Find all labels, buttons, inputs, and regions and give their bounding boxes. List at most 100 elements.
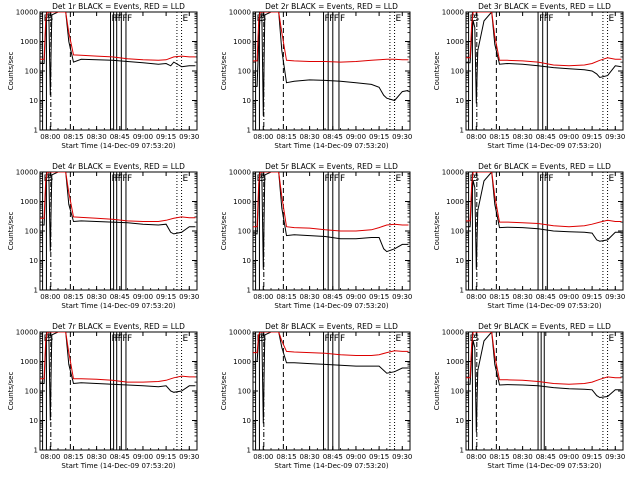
x-tick-label: 09:00 (346, 133, 366, 141)
x-axis-label: Start Time (14-Dec-09 07:53:20) (61, 142, 175, 150)
y-axis-label: Counts/sec (220, 372, 228, 411)
panel-title: Det 5r BLACK = Events, RED = LLD (265, 162, 398, 171)
x-tick-label: 09:00 (559, 133, 579, 141)
event-marker-label: F (122, 174, 127, 184)
y-tick-label: 10000 (442, 169, 464, 177)
event-marker-label: F (334, 334, 339, 344)
x-tick-label: 09:00 (346, 293, 366, 301)
x-tick-label: 09:30 (392, 293, 412, 301)
y-tick-label: 10000 (16, 9, 38, 17)
event-marker-label: F (329, 334, 334, 344)
panel-title: Det 8r BLACK = Events, RED = LLD (265, 322, 398, 331)
y-tick-label: 100 (25, 388, 38, 396)
lld-series-line (466, 172, 622, 228)
event-marker-label: E (396, 174, 402, 184)
x-tick-label: 08:00 (466, 453, 486, 461)
x-tick-label: 08:30 (513, 453, 533, 461)
x-tick-label: 09:30 (605, 453, 625, 461)
y-tick-label: 10000 (229, 9, 251, 17)
x-tick-label: 08:45 (536, 293, 556, 301)
panel-title: Det 1r BLACK = Events, RED = LLD (52, 2, 185, 11)
y-tick-label: 10 (455, 97, 464, 105)
y-tick-label: 100 (238, 388, 251, 396)
event-marker-label: E (183, 334, 189, 344)
y-tick-label: 1000 (233, 38, 251, 46)
x-tick-label: 08:00 (253, 293, 273, 301)
y-tick-label: 1 (247, 127, 251, 135)
x-tick-label: 08:15 (276, 293, 296, 301)
x-tick-label: 08:00 (466, 133, 486, 141)
x-tick-label: 08:00 (40, 133, 60, 141)
detector-panel: Det 9r BLACK = Events, RED = LLD 1 10 100 10… (433, 322, 625, 470)
event-marker-label: F (115, 174, 120, 184)
plot-frame (252, 171, 411, 291)
x-tick-label: 09:15 (369, 293, 389, 301)
y-tick-label: 100 (451, 388, 464, 396)
y-axis-label: Counts/sec (220, 212, 228, 251)
event-marker-label: E (183, 174, 189, 184)
event-marker-label: F (325, 14, 330, 24)
y-tick-label: 1000 (20, 38, 38, 46)
x-tick-label: 08:45 (323, 133, 343, 141)
y-axis-label: Counts/sec (7, 372, 15, 411)
plot-frame (252, 11, 411, 131)
event-marker-label: E (396, 14, 402, 24)
x-tick-label: 08:15 (63, 453, 83, 461)
event-marker-label: F (325, 174, 330, 184)
x-tick-label: 09:30 (605, 293, 625, 301)
plot-frame (465, 171, 624, 291)
event-marker-label: E (609, 174, 615, 184)
plot-frame (39, 171, 198, 291)
event-marker-label: F (325, 334, 330, 344)
detector-panel: Det 5r BLACK = Events, RED = LLD 1 10 100 10… (220, 162, 412, 310)
x-tick-label: 08:45 (536, 133, 556, 141)
x-tick-label: 09:00 (346, 453, 366, 461)
x-tick-label: 08:00 (40, 453, 60, 461)
y-tick-label: 10 (29, 417, 38, 425)
plot-frame (465, 11, 624, 131)
lld-series-line (40, 332, 196, 383)
event-marker-label: F (112, 14, 117, 24)
x-tick-label: 09:30 (179, 453, 199, 461)
x-tick-label: 09:15 (582, 453, 602, 461)
x-tick-label: 08:15 (276, 453, 296, 461)
event-marker-label: F (118, 14, 123, 24)
x-tick-label: 09:30 (605, 133, 625, 141)
y-tick-label: 10 (242, 257, 251, 265)
y-tick-label: 100 (25, 228, 38, 236)
y-tick-label: 10 (242, 417, 251, 425)
event-marker-label: F (127, 14, 132, 24)
events-series-line (40, 12, 196, 96)
lld-series-line (253, 12, 409, 63)
event-marker-label: F (340, 14, 345, 24)
panel-title: Det 2r BLACK = Events, RED = LLD (265, 2, 398, 11)
event-marker-label: F (340, 174, 345, 184)
y-axis-label: Counts/sec (220, 52, 228, 91)
y-tick-label: 10 (242, 97, 251, 105)
x-axis-label: Start Time (14-Dec-09 07:53:20) (61, 462, 175, 470)
x-tick-label: 09:00 (133, 293, 153, 301)
event-marker-label: F (115, 334, 120, 344)
x-axis-label: Start Time (14-Dec-09 07:53:20) (274, 302, 388, 310)
x-tick-label: 08:30 (300, 293, 320, 301)
x-tick-label: 08:45 (323, 293, 343, 301)
x-tick-label: 09:15 (156, 133, 176, 141)
x-tick-label: 09:30 (179, 293, 199, 301)
x-tick-label: 09:00 (559, 293, 579, 301)
x-tick-label: 09:30 (392, 453, 412, 461)
event-marker-label: F (539, 14, 544, 24)
event-marker-label: F (544, 14, 549, 24)
x-tick-label: 09:15 (369, 133, 389, 141)
x-axis-label: Start Time (14-Dec-09 07:53:20) (61, 302, 175, 310)
y-tick-label: 10 (455, 417, 464, 425)
y-tick-label: 1 (247, 287, 251, 295)
y-axis-label: Counts/sec (433, 372, 441, 411)
event-marker-label: F (122, 14, 127, 24)
x-tick-label: 08:15 (489, 293, 509, 301)
x-tick-label: 08:00 (466, 293, 486, 301)
x-tick-label: 09:30 (392, 133, 412, 141)
event-marker-label: E (396, 334, 402, 344)
y-tick-label: 1 (460, 127, 464, 135)
y-tick-label: 1 (34, 127, 38, 135)
x-axis-label: Start Time (14-Dec-09 07:53:20) (274, 462, 388, 470)
